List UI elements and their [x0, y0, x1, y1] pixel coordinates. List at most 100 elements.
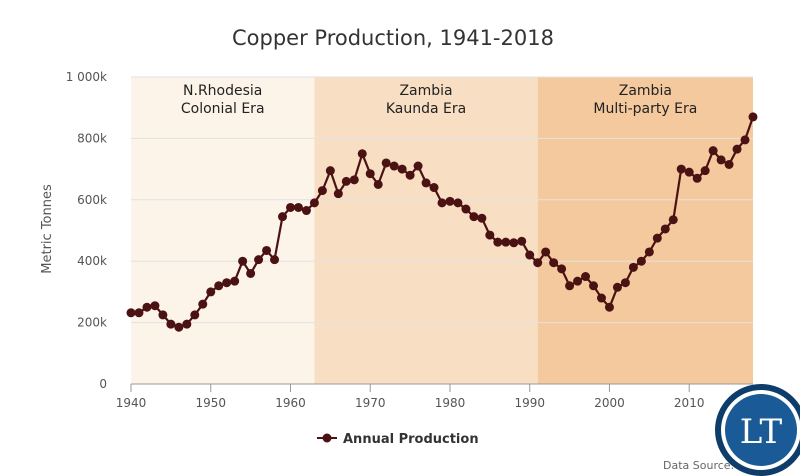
x-tick-label: 2010 [674, 396, 705, 410]
data-point [453, 198, 463, 208]
y-tick-label: 200k [77, 316, 107, 330]
data-point [684, 167, 694, 177]
era-band-label-line1: N.Rhodesia [183, 83, 262, 99]
data-point [517, 236, 527, 246]
data-point [397, 164, 407, 174]
x-tick-label: 1970 [355, 396, 386, 410]
lt-logo: LT [715, 384, 800, 476]
data-point [573, 276, 583, 286]
data-point [461, 204, 471, 214]
era-band [314, 77, 538, 384]
data-point [309, 198, 319, 208]
data-point [668, 215, 678, 225]
data-point [174, 322, 184, 332]
chart-title: Copper Production, 1941-2018 [232, 26, 554, 50]
data-point [740, 135, 750, 145]
data-point [596, 293, 606, 303]
era-bands [131, 77, 753, 384]
data-point [612, 282, 622, 292]
data-point [644, 247, 654, 257]
data-point [708, 146, 718, 156]
data-point [477, 213, 487, 223]
data-point [206, 287, 216, 297]
data-point [581, 272, 591, 282]
data-point [278, 212, 288, 222]
data-point [724, 159, 734, 169]
data-point [262, 245, 272, 255]
data-point [246, 268, 256, 278]
data-point [270, 255, 280, 265]
era-band [537, 77, 753, 384]
era-band-labels: N.Rhodesia Colonial Era Zambia Kaunda Era Za… [181, 83, 697, 117]
data-point [700, 166, 710, 176]
data-point [565, 281, 575, 291]
data-point [182, 319, 192, 329]
legend[interactable]: Annual Production [317, 432, 479, 447]
data-point [142, 302, 152, 312]
data-point [748, 112, 758, 122]
data-point [557, 264, 567, 274]
data-point [230, 276, 240, 286]
data-point [676, 164, 686, 174]
data-point [541, 247, 551, 257]
data-point [214, 281, 224, 291]
data-point [533, 258, 543, 268]
x-tick-label: 2000 [594, 396, 625, 410]
y-tick-label: 1 000k [66, 70, 107, 84]
y-tick-label: 600k [77, 193, 107, 207]
data-point [317, 186, 327, 196]
data-point [525, 250, 535, 260]
series-annual-production [126, 112, 758, 332]
logo-inner-disc-icon [725, 394, 797, 466]
data-point [198, 299, 208, 309]
data-point [357, 149, 367, 159]
y-tick-label: 800k [77, 131, 107, 145]
axes: 0 200k 400k 600k 800k 1 000k 1940 1950 1960 1970 1… [66, 70, 753, 410]
era-band-label-line2: Kaunda Era [386, 101, 466, 117]
x-tick-label: 1950 [195, 396, 226, 410]
data-point [445, 196, 455, 206]
data-point [333, 189, 343, 199]
data-point [389, 161, 399, 171]
y-tick-label: 0 [99, 377, 107, 391]
x-tick-label: 1960 [275, 396, 306, 410]
y-axis-label: Metric Tonnes [40, 184, 55, 274]
data-point [238, 256, 248, 266]
data-point [652, 233, 662, 243]
data-point [301, 206, 311, 216]
data-point [134, 308, 144, 318]
logo-text: LT [740, 412, 783, 452]
data-point [620, 278, 630, 288]
data-point [732, 144, 742, 154]
x-tick-label: 1940 [116, 396, 147, 410]
data-point [349, 175, 359, 185]
data-point [158, 310, 168, 320]
x-tick-label: 1990 [514, 396, 545, 410]
data-point [501, 237, 511, 247]
data-point [222, 278, 232, 288]
data-point [285, 202, 295, 212]
data-point [493, 237, 503, 247]
era-band-label-line2: Colonial Era [181, 101, 265, 117]
data-point [636, 256, 646, 266]
data-point [604, 302, 614, 312]
data-point [126, 308, 136, 318]
legend-marker-icon [322, 433, 332, 443]
data-point [365, 169, 375, 179]
era-band [131, 77, 315, 384]
data-point [549, 258, 559, 268]
data-point [341, 176, 351, 186]
data-point [190, 310, 200, 320]
data-point [166, 319, 176, 329]
data-point [325, 166, 335, 176]
data-point [509, 238, 519, 248]
data-point [716, 155, 726, 165]
data-point [293, 202, 303, 212]
data-point [405, 170, 415, 180]
data-point [373, 179, 383, 189]
era-band-label-line2: Multi-party Era [593, 101, 697, 117]
data-point [660, 224, 670, 234]
data-point [628, 262, 638, 272]
